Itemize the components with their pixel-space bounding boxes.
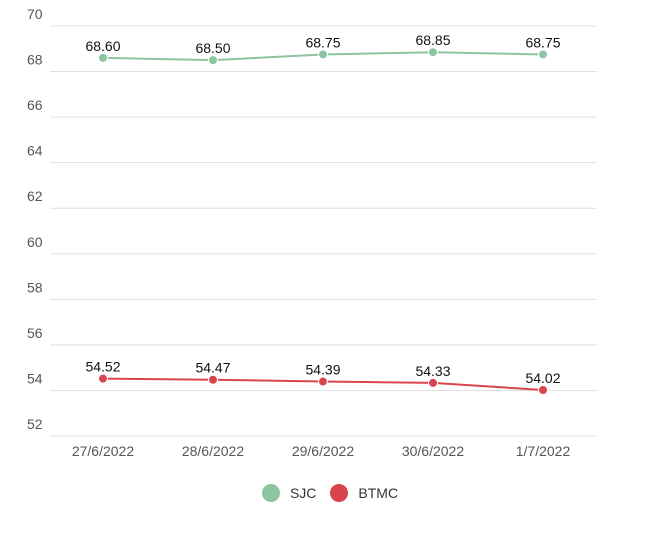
data-label-btmc: 54.47 bbox=[195, 360, 230, 376]
x-tick-label: 27/6/2022 bbox=[72, 443, 134, 459]
y-tick-label: 64 bbox=[27, 143, 43, 159]
data-label-btmc: 54.02 bbox=[525, 370, 560, 386]
y-tick-label: 52 bbox=[27, 416, 43, 432]
x-tick-label: 28/6/2022 bbox=[182, 443, 244, 459]
y-tick-label: 70 bbox=[27, 6, 43, 22]
data-point-sjc bbox=[428, 47, 438, 58]
y-tick-label: 58 bbox=[27, 279, 43, 295]
legend-swatch-sjc bbox=[261, 484, 280, 502]
data-point-sjc bbox=[318, 49, 328, 60]
y-tick-label: 62 bbox=[27, 188, 43, 204]
data-point-btmc bbox=[98, 373, 108, 384]
data-label-sjc: 68.60 bbox=[85, 38, 120, 54]
legend-label-sjc: SJC bbox=[289, 485, 317, 501]
legend: SJC BTMC bbox=[0, 484, 660, 502]
data-label-sjc: 68.75 bbox=[305, 34, 340, 50]
y-tick-label: 56 bbox=[27, 325, 43, 341]
data-point-sjc bbox=[98, 52, 108, 63]
legend-swatch-btmc bbox=[330, 484, 349, 502]
legend-item-btmc[interactable]: BTMC bbox=[330, 484, 398, 502]
data-point-btmc bbox=[538, 384, 548, 395]
y-tick-label: 60 bbox=[27, 234, 43, 250]
data-point-btmc bbox=[428, 377, 438, 388]
data-label-btmc: 54.52 bbox=[85, 359, 120, 375]
data-label-sjc: 68.75 bbox=[525, 34, 560, 50]
legend-item-sjc[interactable]: SJC bbox=[261, 484, 317, 502]
data-label-sjc: 68.50 bbox=[195, 40, 230, 56]
data-label-btmc: 54.33 bbox=[415, 363, 450, 379]
legend-label-btmc: BTMC bbox=[358, 485, 399, 501]
y-tick-label: 68 bbox=[27, 52, 43, 68]
data-point-btmc bbox=[208, 374, 218, 385]
x-tick-label: 30/6/2022 bbox=[402, 443, 464, 459]
y-tick-label: 66 bbox=[27, 97, 43, 113]
x-tick-label: 29/6/2022 bbox=[292, 443, 354, 459]
x-tick-label: 1/7/2022 bbox=[516, 443, 571, 459]
data-point-btmc bbox=[318, 376, 328, 387]
y-tick-label: 54 bbox=[27, 370, 43, 386]
data-point-sjc bbox=[538, 49, 548, 60]
data-label-sjc: 68.85 bbox=[415, 32, 450, 48]
data-label-btmc: 54.39 bbox=[305, 362, 340, 378]
data-point-sjc bbox=[208, 55, 218, 66]
